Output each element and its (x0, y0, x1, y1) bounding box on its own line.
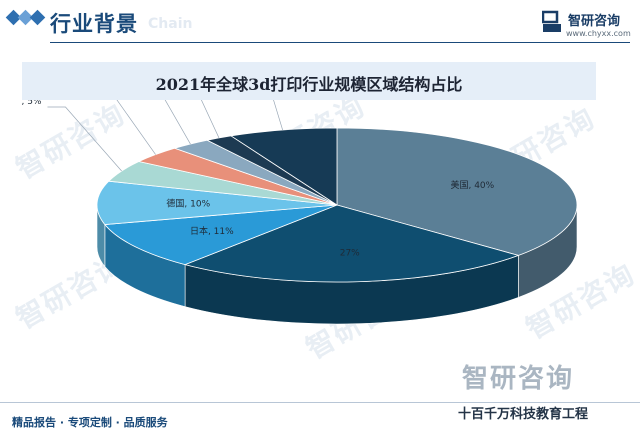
chart-title-band: 2021年全球3d打印行业规模区域结构占比 (22, 62, 596, 100)
chart-area: 美国, 40%27%日本, 11%德国, 10%韩国, 5%意大利, 4%法国,… (22, 100, 596, 400)
label-leader-line (201, 100, 220, 139)
section-title: 行业背景 (50, 12, 138, 36)
label-leader-line (116, 100, 156, 155)
pie-slice-label: 日本, 11% (190, 225, 234, 237)
label-leader-line (164, 100, 191, 145)
label-leader-line (273, 100, 283, 131)
footer-rule (0, 402, 640, 403)
header-rule (50, 42, 630, 43)
section-watermark: Chain (148, 16, 193, 32)
chart-title: 2021年全球3d打印行业规模区域结构占比 (155, 75, 463, 94)
pie-chart: 美国, 40%27%日本, 11%德国, 10%韩国, 5%意大利, 4%法国,… (22, 100, 578, 325)
brand-logo-icon (542, 10, 561, 32)
pie-slice-label: 美国, 40% (450, 179, 494, 191)
brand-url: www.chyxx.com (566, 29, 631, 38)
pie-slice (336, 127, 578, 256)
label-leader-line (47, 106, 122, 172)
footer-tagline: 精品报告 · 专项定制 · 品质服务 (12, 416, 168, 429)
watermark-large: 智研咨询 (462, 364, 575, 394)
pie-slice (183, 204, 520, 283)
pie-slice (96, 180, 338, 225)
pie-slice (230, 127, 338, 206)
pie-slice-label: 27% (340, 249, 360, 259)
pie-slice-label: 韩国, 5% (22, 100, 42, 107)
pie-slice-label: 德国, 10% (166, 198, 210, 210)
footer-source: 十百千万科技教育工程 (458, 407, 589, 422)
page-header: 行业背景 Chain 智研咨询 www.chyxx.com (0, 0, 640, 43)
brand-name: 智研咨询 (568, 14, 621, 29)
